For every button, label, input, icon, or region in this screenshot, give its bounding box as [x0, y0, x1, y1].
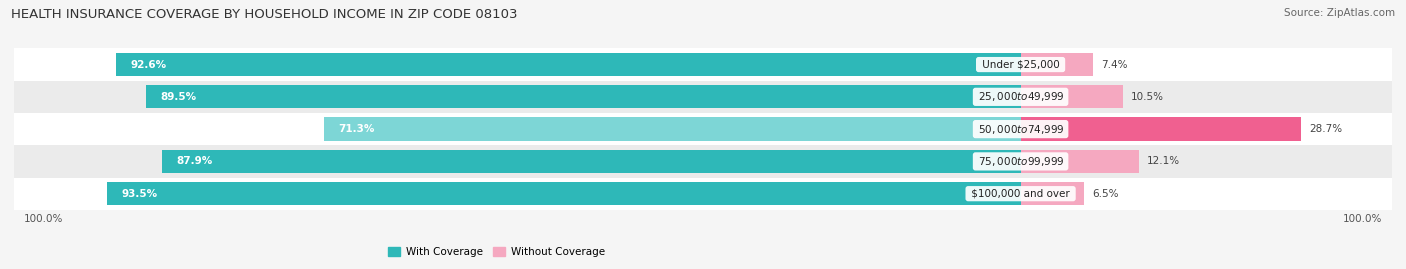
- Bar: [115, 53, 1021, 76]
- Text: Under $25,000: Under $25,000: [979, 59, 1063, 70]
- Bar: [1021, 182, 1084, 205]
- Bar: [1021, 53, 1092, 76]
- Text: $100,000 and over: $100,000 and over: [969, 189, 1073, 199]
- Bar: [14, 81, 1392, 113]
- Legend: With Coverage, Without Coverage: With Coverage, Without Coverage: [384, 243, 609, 261]
- Text: 93.5%: 93.5%: [121, 189, 157, 199]
- Bar: [107, 182, 1021, 205]
- Text: 71.3%: 71.3%: [339, 124, 375, 134]
- Bar: [1021, 118, 1301, 141]
- Text: $25,000 to $49,999: $25,000 to $49,999: [976, 90, 1066, 103]
- Bar: [14, 178, 1392, 210]
- Text: 6.5%: 6.5%: [1092, 189, 1118, 199]
- Text: Source: ZipAtlas.com: Source: ZipAtlas.com: [1284, 8, 1395, 18]
- Text: 89.5%: 89.5%: [160, 92, 197, 102]
- Bar: [1021, 85, 1123, 108]
- Text: 92.6%: 92.6%: [131, 59, 166, 70]
- Bar: [14, 113, 1392, 145]
- Text: 7.4%: 7.4%: [1101, 59, 1128, 70]
- Bar: [146, 85, 1021, 108]
- Bar: [162, 150, 1021, 173]
- Text: 28.7%: 28.7%: [1309, 124, 1341, 134]
- Text: HEALTH INSURANCE COVERAGE BY HOUSEHOLD INCOME IN ZIP CODE 08103: HEALTH INSURANCE COVERAGE BY HOUSEHOLD I…: [11, 8, 517, 21]
- Bar: [1021, 150, 1139, 173]
- Text: 87.9%: 87.9%: [176, 156, 212, 167]
- Text: 12.1%: 12.1%: [1147, 156, 1180, 167]
- Text: $50,000 to $74,999: $50,000 to $74,999: [976, 123, 1066, 136]
- Text: 10.5%: 10.5%: [1130, 92, 1164, 102]
- Bar: [14, 145, 1392, 178]
- Bar: [323, 118, 1021, 141]
- Text: $75,000 to $99,999: $75,000 to $99,999: [976, 155, 1066, 168]
- Bar: [14, 48, 1392, 81]
